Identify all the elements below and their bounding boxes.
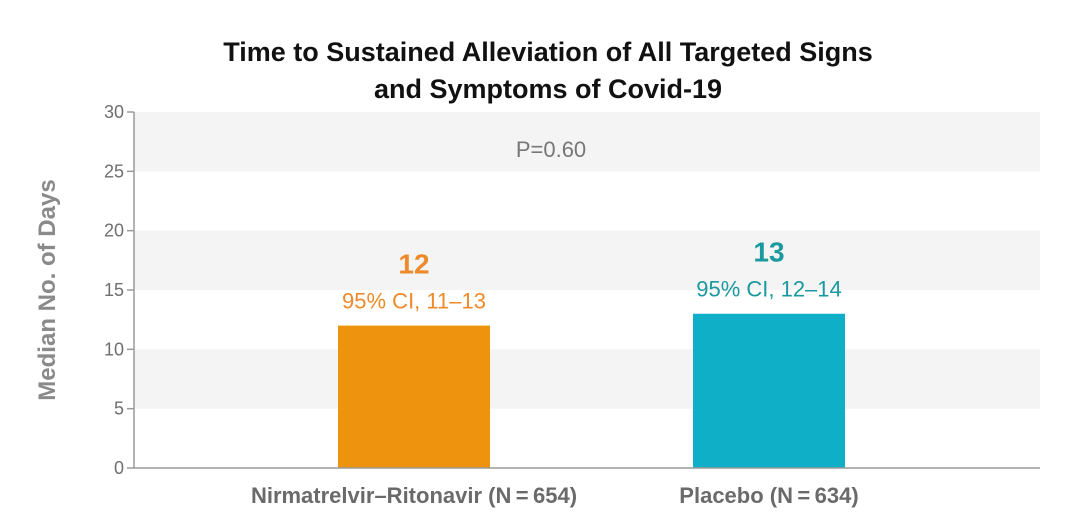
bar-value-label: 13 bbox=[753, 237, 784, 268]
grid-band bbox=[134, 230, 1040, 290]
bars: 12 95% CI, 11–13 Nirmatrelvir–Ritonavir (N… bbox=[251, 237, 859, 508]
x-category-label: Nirmatrelvir–Ritonavir (N = 654) bbox=[251, 483, 577, 508]
bar-ci-label: 95% CI, 11–13 bbox=[342, 289, 486, 314]
bar-ci-label: 95% CI, 12–14 bbox=[696, 277, 842, 302]
chart-title-line-2: and Symptoms of Covid-19 bbox=[374, 74, 722, 104]
y-tick-label: 15 bbox=[104, 280, 124, 300]
grid-band bbox=[134, 349, 1040, 409]
y-tick-label: 5 bbox=[114, 399, 124, 419]
y-tick-label: 25 bbox=[104, 161, 124, 181]
y-axis-label: Median No. of Days bbox=[34, 179, 61, 400]
y-tick-label: 30 bbox=[104, 102, 124, 122]
x-category-label: Placebo (N = 634) bbox=[679, 483, 858, 508]
chart-title-line-1: Time to Sustained Alleviation of All Tar… bbox=[223, 37, 873, 67]
y-axis-ticks: 0 5 10 15 20 25 30 bbox=[104, 102, 134, 478]
y-tick-label: 0 bbox=[114, 458, 124, 478]
bar bbox=[693, 313, 845, 468]
bar-value-label: 12 bbox=[398, 249, 429, 280]
p-value-annotation: P=0.60 bbox=[516, 137, 586, 162]
grid-bands bbox=[134, 112, 1040, 409]
grid-band bbox=[134, 112, 1040, 172]
y-tick-label: 10 bbox=[104, 339, 124, 359]
y-tick-label: 20 bbox=[104, 221, 124, 241]
bar bbox=[338, 325, 490, 468]
